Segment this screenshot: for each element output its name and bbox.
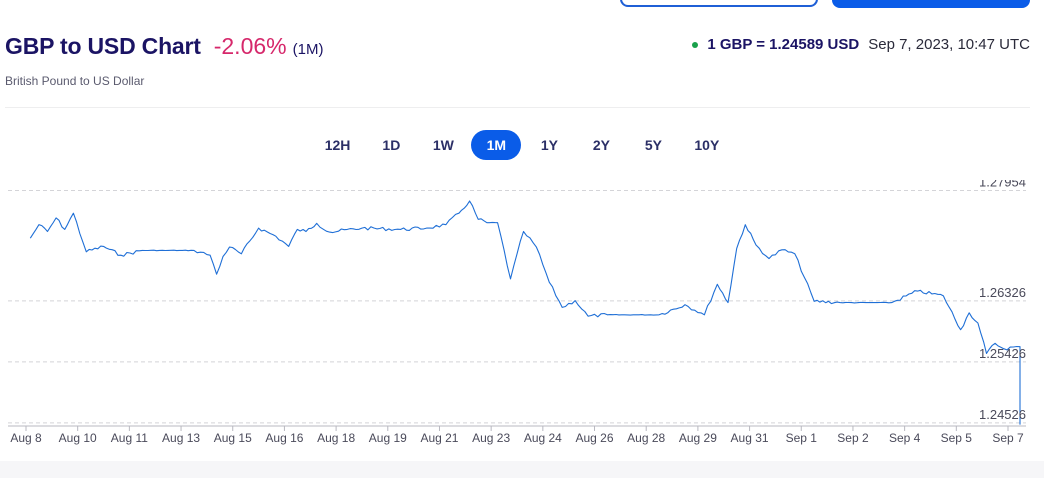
x-axis-ticks: Aug 8 Aug 10 Aug 11 Aug 13 Aug 15 Aug 16 Aug 1… — [10, 426, 1024, 445]
grid-lines — [8, 190, 1026, 424]
y-tick-label: 1.25426 — [979, 346, 1026, 361]
page-subtitle: British Pound to US Dollar — [5, 74, 145, 88]
time-range-tabs: 12H 1D 1W 1M 1Y 2Y 5Y 10Y — [0, 130, 1044, 160]
x-tick-label: Sep 5 — [941, 431, 973, 445]
x-tick-label: Aug 26 — [576, 431, 614, 445]
x-tick-label: Aug 21 — [420, 431, 458, 445]
range-tab-1m[interactable]: 1M — [471, 130, 522, 160]
x-tick-label: Aug 13 — [162, 431, 200, 445]
range-tab-12h[interactable]: 12H — [324, 137, 351, 153]
y-tick-label: 1.27954 — [979, 180, 1026, 190]
live-dot-icon — [692, 41, 699, 48]
range-tab-2y[interactable]: 2Y — [592, 137, 610, 153]
x-tick-label: Aug 24 — [524, 431, 562, 445]
range-tab-5y[interactable]: 5Y — [644, 137, 662, 153]
x-tick-label: Aug 19 — [369, 431, 407, 445]
x-tick-label: Sep 1 — [786, 431, 818, 445]
range-tab-1y[interactable]: 1Y — [540, 137, 558, 153]
x-tick-label: Aug 31 — [731, 431, 769, 445]
top-outline-button[interactable] — [620, 0, 818, 7]
page-title: GBP to USD Chart — [5, 33, 201, 59]
y-tick-label: 1.26326 — [979, 285, 1026, 300]
x-tick-label: Aug 28 — [627, 431, 665, 445]
header-divider — [5, 107, 1030, 108]
rate-timestamp: Sep 7, 2023, 10:47 UTC — [868, 36, 1030, 53]
x-tick-label: Aug 18 — [317, 431, 355, 445]
page-footer-band — [0, 461, 1044, 478]
exchange-rate: 1 GBP = 1.24589 USD — [707, 36, 860, 53]
x-tick-label: Aug 23 — [472, 431, 510, 445]
range-tab-1w[interactable]: 1W — [432, 137, 454, 153]
top-primary-button[interactable] — [832, 0, 1030, 8]
rate-info: 1 GBP = 1.24589 USD Sep 7, 2023, 10:47 U… — [692, 36, 1030, 53]
x-tick-label: Sep 7 — [992, 431, 1024, 445]
x-tick-label: Aug 11 — [111, 431, 148, 445]
period-label: (1M) — [292, 41, 324, 58]
x-tick-label: Sep 2 — [837, 431, 869, 445]
x-tick-label: Aug 16 — [265, 431, 303, 445]
range-tab-1d[interactable]: 1D — [382, 137, 401, 153]
y-tick-label: 1.24526 — [979, 407, 1026, 422]
x-tick-label: Aug 15 — [214, 431, 252, 445]
chart-header: GBP to USD Chart -2.06% (1M) — [5, 33, 323, 60]
y-axis-labels: 1.27954 1.26326 1.25426 1.24526 — [979, 180, 1026, 422]
x-tick-label: Aug 10 — [59, 431, 97, 445]
series-line — [29, 200, 1021, 425]
range-tab-10y[interactable]: 10Y — [694, 137, 720, 153]
x-tick-label: Sep 4 — [889, 431, 921, 445]
x-tick-label: Aug 29 — [679, 431, 717, 445]
x-tick-label: Aug 8 — [10, 431, 42, 445]
price-chart[interactable]: Aug 8 Aug 10 Aug 11 Aug 13 Aug 15 Aug 16 Aug 1… — [0, 180, 1044, 461]
percent-change: -2.06% — [213, 33, 287, 59]
